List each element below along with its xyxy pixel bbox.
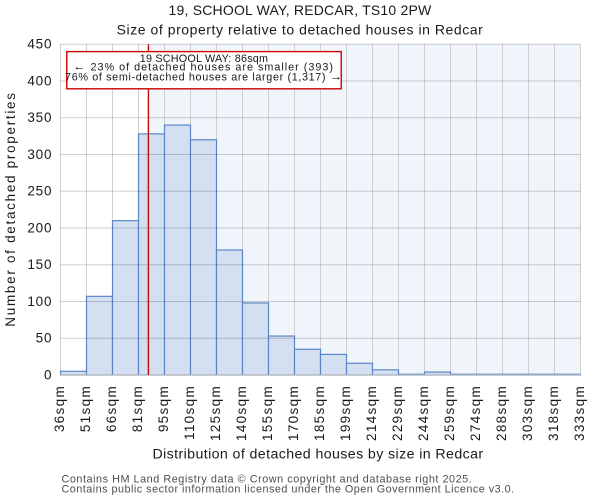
svg-text:51sqm: 51sqm [78,385,93,432]
svg-text:76% of semi-detached houses ar: 76% of semi-detached houses are larger (… [65,69,343,83]
svg-text:150: 150 [27,257,52,272]
svg-text:199sqm: 199sqm [338,385,353,441]
svg-text:155sqm: 155sqm [260,385,275,441]
svg-text:303sqm: 303sqm [520,385,535,441]
svg-text:259sqm: 259sqm [442,385,457,441]
svg-text:Contains HM Land Registry data: Contains HM Land Registry data © Crown c… [62,474,473,486]
svg-text:95sqm: 95sqm [156,385,171,432]
svg-text:318sqm: 318sqm [546,385,561,441]
svg-text:← 23% of detached houses are s: ← 23% of detached houses are smaller (39… [73,60,334,74]
svg-text:50: 50 [36,331,53,346]
svg-text:Number of detached properties: Number of detached properties [3,91,18,326]
svg-text:19 SCHOOL WAY: 86sqm: 19 SCHOOL WAY: 86sqm [140,53,268,65]
svg-text:250: 250 [27,184,52,199]
svg-text:200: 200 [27,220,52,235]
svg-text:333sqm: 333sqm [572,385,587,441]
svg-text:185sqm: 185sqm [312,385,327,441]
svg-text:Size of property relative to d: Size of property relative to detached ho… [117,22,484,38]
svg-text:Distribution of detached house: Distribution of detached houses by size … [152,447,483,463]
svg-text:288sqm: 288sqm [494,385,509,441]
svg-text:66sqm: 66sqm [104,385,119,432]
svg-text:350: 350 [27,110,52,125]
svg-text:81sqm: 81sqm [130,385,145,432]
svg-text:229sqm: 229sqm [390,385,405,441]
svg-text:125sqm: 125sqm [208,385,223,441]
svg-text:19, SCHOOL WAY, REDCAR, TS10 2: 19, SCHOOL WAY, REDCAR, TS10 2PW [169,2,432,18]
svg-text:36sqm: 36sqm [52,385,67,432]
svg-text:450: 450 [27,37,52,52]
svg-text:110sqm: 110sqm [182,385,197,440]
svg-text:Contains public sector informa: Contains public sector information licen… [62,484,515,496]
svg-text:400: 400 [27,73,52,88]
svg-text:244sqm: 244sqm [416,385,431,441]
svg-text:140sqm: 140sqm [234,385,249,441]
svg-text:0: 0 [44,367,52,382]
svg-text:300: 300 [27,147,52,162]
svg-text:100: 100 [27,294,52,309]
svg-text:274sqm: 274sqm [468,385,483,441]
svg-text:214sqm: 214sqm [364,385,379,441]
svg-text:170sqm: 170sqm [286,385,301,441]
